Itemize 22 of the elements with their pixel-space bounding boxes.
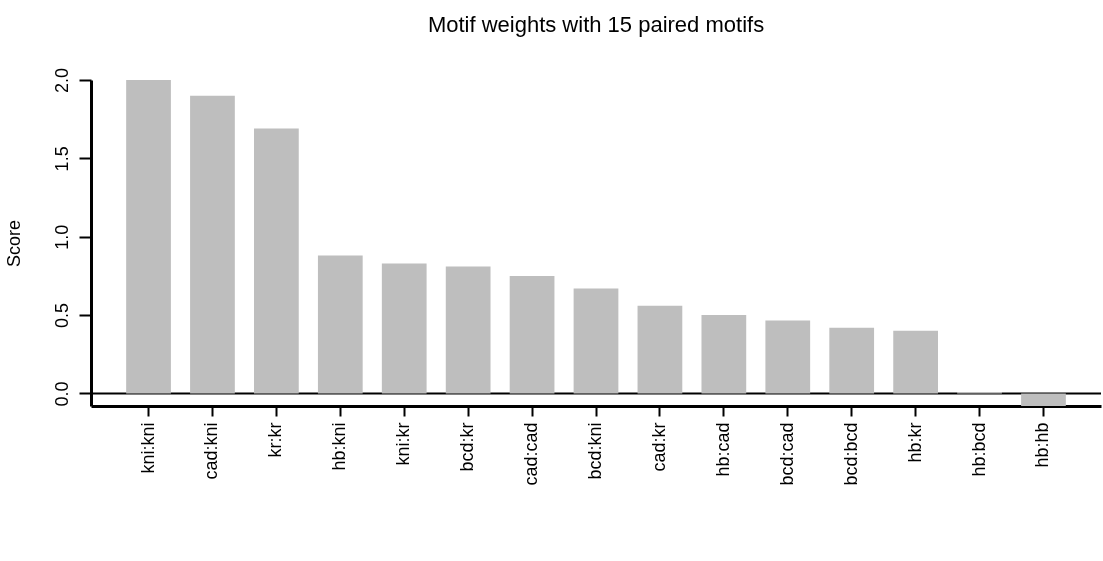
x-tick-label: bcd:cad <box>776 422 797 486</box>
y-tick-label: 2.0 <box>51 67 72 94</box>
x-tick-label: kr:kr <box>265 422 286 458</box>
x-tick-label: cad:kr <box>648 422 669 472</box>
y-axis-title: Score <box>3 219 24 268</box>
x-tick-label: bcd:kni <box>585 422 605 480</box>
x-tick-label: hb:cad <box>712 422 733 477</box>
x-tick-label: hb:hb <box>1032 422 1053 468</box>
x-tick-label: kni:kr <box>393 422 414 466</box>
x-tick-label: cad:cad <box>521 422 542 486</box>
y-tick-label: 1.0 <box>51 224 72 250</box>
x-tick-label: hb:kni <box>329 422 350 471</box>
x-tick-label: hb:kr <box>904 422 925 463</box>
y-tick-label: 0.5 <box>51 303 72 329</box>
x-tick-label: cad:kni <box>201 422 222 480</box>
x-tick-label: bcd:bcd <box>840 422 861 486</box>
x-tick-label: hb:bcd <box>968 422 989 477</box>
chart-title: Motif weights with 15 paired motifs <box>427 12 765 38</box>
x-tick-label: bcd:kr <box>457 422 478 472</box>
y-tick-label: 0.0 <box>51 381 72 407</box>
x-tick-label: kni:kni <box>137 422 158 474</box>
y-tick-label: 1.5 <box>51 146 72 172</box>
